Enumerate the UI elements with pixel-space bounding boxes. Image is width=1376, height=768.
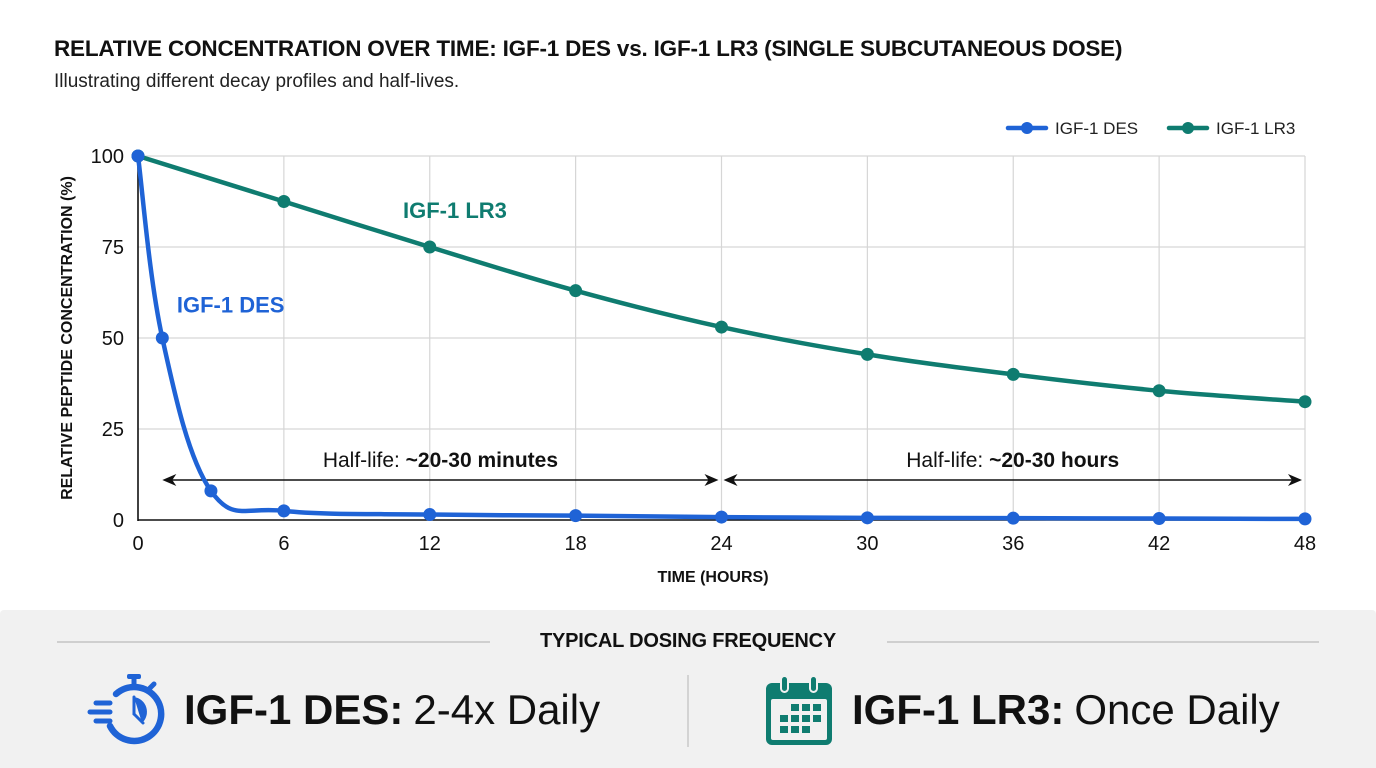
panel-divider (687, 675, 689, 747)
legend: IGF-1 DES IGF-1 LR3 (1005, 119, 1295, 138)
data-point-igf-1-des (860, 511, 874, 525)
arrowhead-right (704, 474, 719, 486)
half-life-value: ~20-30 minutes (406, 449, 558, 472)
data-point-igf-1-des (1298, 512, 1312, 526)
half-life-prefix: Half-life: (323, 449, 406, 472)
series-label: IGF-1 LR3 (403, 198, 507, 223)
x-tick-label: 42 (1148, 533, 1170, 555)
series-lines (131, 149, 1312, 526)
y-tick-label: 50 (102, 328, 124, 350)
arrowhead-left (162, 474, 177, 486)
x-tick-label: 30 (856, 533, 878, 555)
half-life-label: Half-life: ~20-30 hours (906, 449, 1119, 472)
y-tick-label: 75 (102, 237, 124, 259)
x-tick-label: 48 (1294, 533, 1316, 555)
y-tick-labels: 0 25 50 75 100 (91, 146, 124, 532)
half-life-value: ~20-30 hours (989, 449, 1119, 472)
x-tick-label: 24 (710, 533, 732, 555)
stopwatch-icon (87, 674, 165, 745)
y-tick-label: 0 (113, 510, 124, 532)
chart-subtitle: Illustrating different decay profiles an… (54, 71, 460, 92)
legend-label: IGF-1 DES (1055, 119, 1138, 138)
x-tick-label: 0 (132, 533, 143, 555)
x-tick-label: 12 (419, 533, 441, 555)
data-point-igf-1-des (569, 509, 583, 523)
y-tick-label: 25 (102, 419, 124, 441)
data-point-igf-1-des (204, 484, 218, 498)
dosing-frequency-des: 2-4x Daily (413, 686, 601, 733)
data-point-igf-1-lr3 (715, 320, 728, 334)
chart-title: RELATIVE CONCENTRATION OVER TIME: IGF-1 … (54, 36, 1123, 61)
x-tick-label: 6 (278, 533, 289, 555)
arrowhead-right (1288, 474, 1302, 486)
data-point-igf-1-lr3 (1298, 395, 1312, 409)
dosing-name-des: IGF-1 DES: (184, 686, 404, 733)
data-point-igf-1-des (131, 149, 145, 163)
dosing-item-lr3: IGF-1 LR3: Once Daily (764, 665, 1280, 755)
data-point-igf-1-des (423, 508, 437, 522)
x-tick-labels: 0 6 12 18 24 30 36 42 48 (132, 533, 1316, 555)
dosing-item-des: IGF-1 DES: 2-4x Daily (86, 665, 600, 755)
series-labels: IGF-1 DES IGF-1 LR3 (177, 198, 507, 318)
y-axis-label: RELATIVE PEPTIDE CONCENTRATION (%) (59, 176, 76, 500)
legend-label: IGF-1 LR3 (1216, 119, 1295, 138)
data-point-igf-1-des (1152, 512, 1166, 526)
x-tick-label: 36 (1002, 533, 1024, 555)
dosing-frequency-lr3: Once Daily (1074, 686, 1280, 733)
dosing-heading: TYPICAL DOSING FREQUENCY (540, 630, 836, 652)
data-point-igf-1-lr3 (1152, 384, 1166, 398)
dosing-frequency-panel: TYPICAL DOSING FREQUENCY IGF-1 DES: 2-4x… (0, 610, 1376, 768)
heading-rule-right (887, 641, 1319, 643)
y-tick-label: 100 (91, 146, 124, 168)
half-life-label: Half-life: ~20-30 minutes (323, 449, 558, 472)
series-label: IGF-1 DES (177, 293, 285, 318)
grid-lines (138, 155, 1306, 520)
data-point-igf-1-des (1006, 511, 1020, 525)
data-point-igf-1-lr3 (423, 240, 437, 254)
calendar-icon (766, 675, 832, 745)
half-life-annotations: Half-life: ~20-30 minutes Half-life: ~20-… (162, 449, 1302, 486)
half-life-prefix: Half-life: (906, 449, 989, 472)
data-point-igf-1-des (277, 504, 291, 518)
data-point-igf-1-lr3 (569, 284, 583, 298)
dosing-name-lr3: IGF-1 LR3: (852, 686, 1065, 733)
x-tick-label: 18 (565, 533, 587, 555)
legend-marker (1182, 122, 1194, 134)
x-axis-label: TIME (HOURS) (657, 569, 768, 586)
data-point-igf-1-lr3 (1006, 367, 1020, 381)
data-point-igf-1-des (715, 510, 728, 524)
line-chart: 0 25 50 75 100 0 6 12 18 24 30 36 42 48 RELATIVE PEP… (59, 119, 1316, 586)
data-point-igf-1-des (155, 331, 169, 345)
data-point-igf-1-lr3 (860, 347, 874, 361)
data-point-igf-1-lr3 (277, 195, 291, 208)
legend-marker (1021, 122, 1033, 134)
heading-rule-left (57, 641, 490, 643)
arrowhead-left (723, 474, 738, 486)
